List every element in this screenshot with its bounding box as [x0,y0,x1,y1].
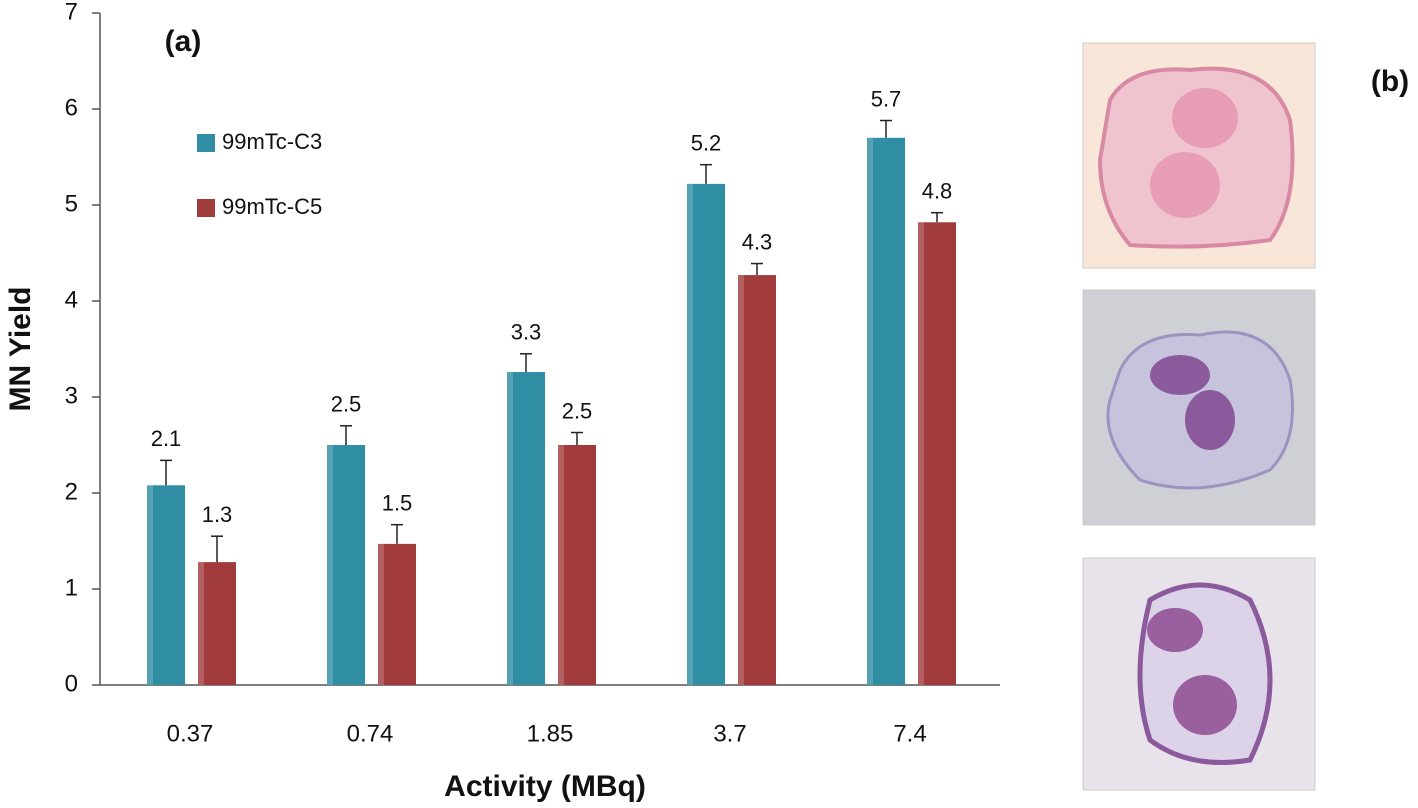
data-label: 5.2 [691,130,722,155]
y-tick-label: 2 [65,478,78,505]
bar-highlight [378,543,384,685]
y-tick-label: 4 [65,286,78,313]
legend-swatch [197,199,215,217]
x-tick-label: 3.7 [713,720,746,747]
bar [198,562,236,685]
data-label: 4.8 [922,178,953,203]
y-tick-label: 5 [65,190,78,217]
x-tick-label: 0.74 [347,720,394,747]
y-tick-label: 1 [65,574,78,601]
y-axis-title: MN Yield [4,286,37,411]
x-tick-label: 0.37 [167,720,214,747]
panel-label: (b) [1371,65,1409,98]
data-label: 2.5 [331,392,362,417]
legend-swatch [197,134,215,152]
x-axis-title: Activity (MBq) [444,770,646,803]
data-label: 1.3 [202,502,233,527]
bar-highlight [867,137,873,686]
bar [147,485,185,685]
bar [687,183,725,685]
y-tick-label: 6 [65,94,78,121]
bar [867,137,905,686]
x-tick-label: 1.85 [527,720,574,747]
data-label: 2.1 [151,426,182,451]
bar-highlight [147,485,153,685]
legend-label: 99mTc-C3 [222,129,322,154]
bar [918,222,956,685]
data-label: 4.3 [742,229,773,254]
micrograph [1082,557,1316,791]
legend-label: 99mTc-C5 [222,194,322,219]
bar-highlight [687,183,693,685]
bar-highlight [738,275,744,685]
bar [738,275,776,685]
panel-label: (a) [165,25,202,58]
y-tick-label: 7 [65,0,78,25]
bar-highlight [327,445,333,685]
micrograph [1082,289,1316,526]
micrograph [1082,42,1316,269]
data-label: 3.3 [511,320,542,345]
bar-highlight [507,372,513,685]
bar [378,543,416,685]
y-tick-label: 0 [65,670,78,697]
bar-highlight [918,222,924,685]
bar [507,372,545,685]
data-label: 5.7 [871,86,902,111]
bar-highlight [558,445,564,685]
x-tick-label: 7.4 [893,720,926,747]
bar [327,445,365,685]
data-label: 1.5 [382,490,413,515]
bar [558,445,596,685]
bar-highlight [198,562,204,685]
data-label: 2.5 [562,398,593,423]
y-tick-label: 3 [65,382,78,409]
